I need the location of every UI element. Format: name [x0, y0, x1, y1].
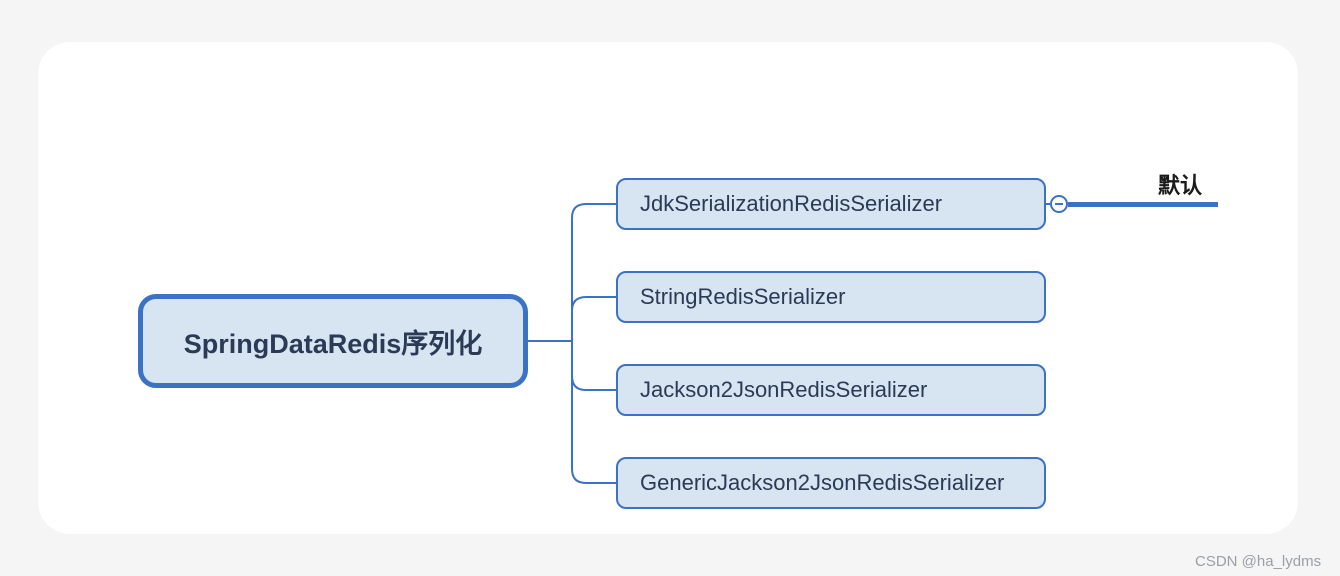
- child-label: Jackson2JsonRedisSerializer: [640, 377, 927, 403]
- child-label: StringRedisSerializer: [640, 284, 845, 310]
- root-label: SpringDataRedis序列化: [184, 322, 483, 361]
- watermark-text: CSDN @ha_lydms: [1195, 553, 1321, 570]
- child-label: JdkSerializationRedisSerializer: [640, 191, 942, 217]
- branch-label-text: 默认: [1158, 173, 1202, 198]
- diagram-card: SpringDataRedis序列化 默认 JdkSerializationRe…: [38, 42, 1298, 534]
- branch-label-default: 默认: [1158, 168, 1202, 200]
- watermark: CSDN @ha_lydms: [1195, 553, 1321, 570]
- collapse-icon[interactable]: [1050, 195, 1068, 213]
- branch-line-default: [1068, 202, 1218, 207]
- child-node-0[interactable]: JdkSerializationRedisSerializer: [616, 178, 1046, 230]
- root-node[interactable]: SpringDataRedis序列化: [138, 294, 528, 388]
- child-label: GenericJackson2JsonRedisSerializer: [640, 470, 1004, 496]
- child-node-1[interactable]: StringRedisSerializer: [616, 271, 1046, 323]
- child-node-3[interactable]: GenericJackson2JsonRedisSerializer: [616, 457, 1046, 509]
- child-node-2[interactable]: Jackson2JsonRedisSerializer: [616, 364, 1046, 416]
